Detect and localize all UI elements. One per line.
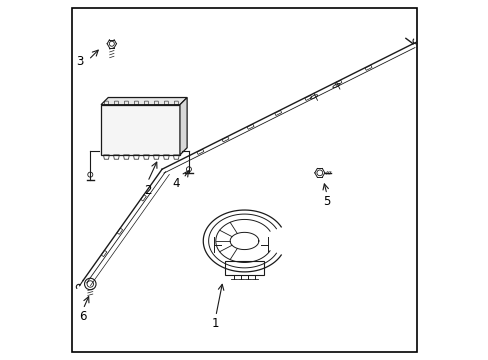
Polygon shape <box>101 98 187 105</box>
Text: 6: 6 <box>79 310 87 323</box>
Text: 5: 5 <box>323 195 330 208</box>
Polygon shape <box>101 105 180 155</box>
Text: 1: 1 <box>212 317 219 330</box>
Text: 4: 4 <box>172 177 180 190</box>
Text: 3: 3 <box>76 55 83 68</box>
Polygon shape <box>180 98 187 155</box>
Text: 2: 2 <box>143 184 151 197</box>
